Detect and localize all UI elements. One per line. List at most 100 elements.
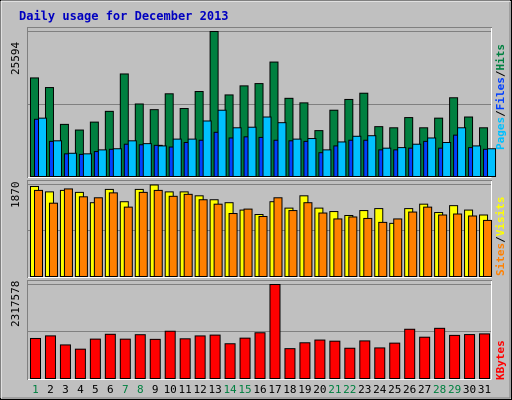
day-label-26: 26: [403, 383, 416, 396]
bar-kbytes-day-27: [419, 336, 431, 380]
bar-pages-day-18: [292, 138, 302, 178]
day-label-5: 5: [92, 383, 99, 396]
day-label-2: 2: [47, 383, 54, 396]
legend-visits: Visits: [494, 197, 507, 237]
bar-pages-day-31: [487, 148, 497, 178]
bar-pages-day-24: [382, 147, 392, 178]
bar-pages-day-30: [472, 145, 482, 177]
bar-kbytes-day-24: [374, 347, 386, 379]
bar-pages-day-13: [217, 109, 227, 177]
bar-sites-day-15: [243, 208, 253, 278]
day-label-1: 1: [32, 383, 39, 396]
bar-kbytes-day-5: [89, 338, 101, 379]
bar-pages-day-19: [307, 138, 317, 177]
bar-sites-day-6: [108, 192, 118, 277]
bottom-panel-max-label: 2317578: [9, 281, 22, 327]
bar-sites-day-21: [333, 218, 343, 278]
bar-pages-day-25: [397, 147, 407, 177]
bar-kbytes-day-16: [254, 332, 266, 379]
bar-kbytes-day-14: [224, 343, 236, 380]
bar-pages-day-17: [277, 122, 287, 178]
bar-pages-day-2: [52, 140, 62, 178]
bar-pages-day-21: [337, 141, 347, 177]
chart-panels: [27, 27, 497, 380]
bar-sites-day-17: [273, 197, 283, 277]
middle-panel-legend: Sites/Visits: [494, 197, 507, 277]
bar-kbytes-day-29: [449, 334, 461, 379]
day-label-24: 24: [373, 383, 387, 396]
bar-kbytes-day-20: [314, 339, 326, 379]
bar-sites-day-4: [78, 196, 88, 277]
bar-kbytes-day-1: [30, 337, 41, 379]
day-label-30: 30: [463, 383, 476, 396]
bar-sites-day-16: [258, 215, 268, 277]
bar-pages-day-8: [142, 143, 152, 177]
legend-separator: /: [494, 70, 507, 77]
day-label-21: 21: [328, 383, 341, 396]
day-label-8: 8: [137, 383, 144, 396]
bar-pages-day-7: [127, 140, 137, 178]
bar-pages-day-11: [187, 138, 197, 178]
day-label-28: 28: [433, 383, 446, 396]
bar-sites-day-3: [63, 188, 73, 277]
bar-pages-day-23: [367, 135, 377, 177]
bar-sites-day-23: [363, 217, 373, 277]
day-label-18: 18: [283, 383, 296, 396]
day-label-16: 16: [253, 383, 266, 396]
bar-sites-day-12: [198, 199, 208, 278]
bar-pages-day-9: [157, 145, 167, 177]
bar-sites-day-31: [483, 219, 493, 278]
legend-hits: Hits: [494, 44, 507, 71]
bar-kbytes-day-13: [209, 334, 221, 380]
legend-pages: Pages: [494, 117, 507, 150]
day-label-10: 10: [164, 383, 177, 396]
bar-kbytes-day-25: [389, 342, 401, 380]
bar-kbytes-day-18: [284, 348, 296, 379]
day-label-3: 3: [62, 383, 69, 396]
bar-sites-day-28: [438, 214, 448, 277]
day-label-19: 19: [298, 383, 311, 396]
day-label-11: 11: [179, 383, 192, 396]
bar-kbytes-day-19: [299, 342, 311, 379]
bar-sites-day-11: [183, 193, 193, 277]
bar-kbytes-day-4: [74, 348, 86, 379]
bar-sites-day-10: [168, 195, 178, 277]
day-label-7: 7: [122, 383, 129, 396]
bar-sites-day-2: [48, 202, 58, 277]
bar-pages-day-15: [247, 126, 257, 177]
day-label-15: 15: [238, 383, 251, 396]
day-label-25: 25: [388, 383, 401, 396]
bar-kbytes-day-15: [239, 337, 251, 380]
day-label-20: 20: [313, 383, 326, 396]
bar-sites-day-19: [303, 202, 313, 277]
bar-sites-day-25: [393, 218, 403, 278]
bar-kbytes-day-30: [464, 334, 476, 380]
day-label-31: 31: [478, 383, 491, 396]
bar-pages-day-1: [38, 117, 47, 177]
bar-kbytes-day-22: [344, 347, 356, 380]
day-label-13: 13: [208, 383, 221, 396]
bar-pages-day-4: [82, 153, 92, 178]
legend-sites: Sites: [494, 243, 507, 276]
bar-sites-day-27: [423, 206, 433, 277]
bar-kbytes-day-2: [44, 335, 56, 380]
bar-pages-day-5: [97, 149, 107, 177]
top-panel-max-label: 25594: [9, 42, 22, 75]
bar-pages-day-16: [262, 116, 272, 178]
middle-panel-max-label: 1870: [9, 182, 22, 209]
bar-kbytes-day-3: [59, 344, 71, 379]
bar-sites-day-24: [378, 221, 388, 277]
panel-kbytes: [27, 280, 492, 380]
bar-sites-day-29: [453, 213, 463, 278]
bar-sites-day-7: [123, 206, 133, 277]
bar-kbytes-day-31: [479, 333, 491, 380]
bar-sites-day-26: [408, 211, 418, 277]
bar-pages-day-20: [322, 149, 332, 177]
day-label-4: 4: [77, 383, 84, 396]
panel-hits-files-pages: [27, 27, 497, 178]
bar-pages-day-22: [352, 135, 362, 177]
day-label-9: 9: [152, 383, 159, 396]
bar-pages-day-10: [172, 138, 182, 178]
